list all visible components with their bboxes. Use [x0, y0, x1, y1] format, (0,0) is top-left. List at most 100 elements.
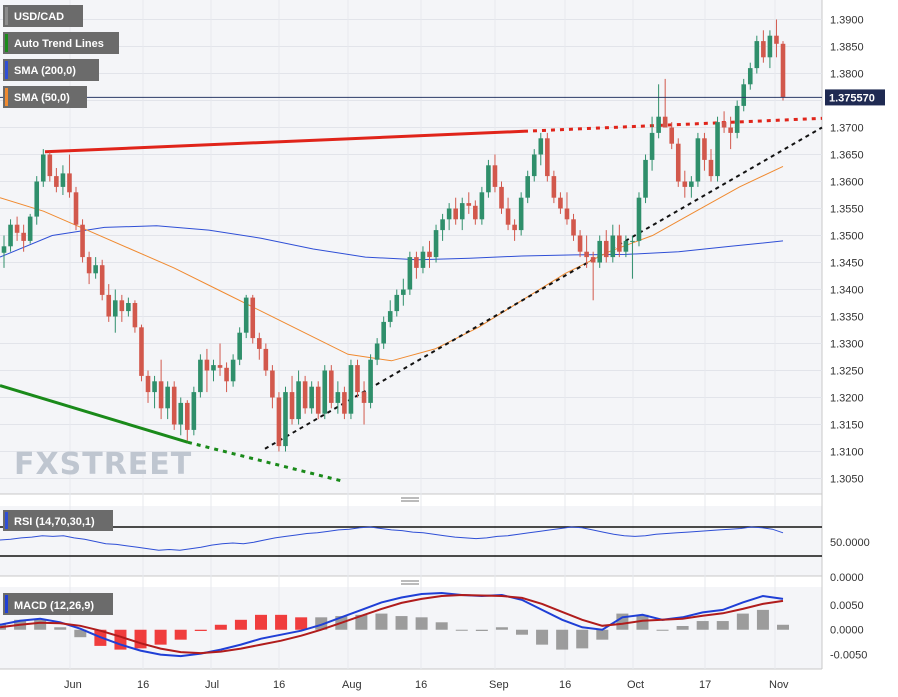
- macd-histogram-bar: [716, 621, 729, 630]
- candle: [342, 386, 347, 420]
- price-tick-label: 1.3900: [830, 15, 864, 27]
- candle-body: [361, 392, 367, 403]
- candle: [656, 84, 661, 139]
- macd-histogram-bar: [34, 619, 47, 630]
- price-tick-label: 1.3200: [830, 393, 864, 405]
- macd-histogram-bar: [194, 629, 207, 631]
- candle: [440, 213, 445, 241]
- legend-tag[interactable]: SMA (200,0): [3, 59, 99, 81]
- macd-legend-tag[interactable]: MACD (12,26,9): [3, 593, 113, 615]
- candle-body: [47, 154, 53, 177]
- candle: [1, 235, 7, 268]
- macd-histogram-bar: [234, 619, 247, 630]
- candle-body: [283, 392, 288, 447]
- candle-body: [171, 386, 177, 425]
- candle-body: [780, 43, 786, 98]
- macd-histogram-bar: [214, 624, 227, 630]
- candle-body: [558, 197, 563, 209]
- candle: [112, 289, 118, 333]
- candle: [40, 149, 46, 187]
- candle: [8, 219, 13, 252]
- rsi-tick-label: 50.0000: [830, 537, 870, 549]
- candle: [525, 170, 530, 204]
- candle: [433, 224, 439, 263]
- candle: [427, 240, 432, 268]
- candle: [289, 375, 295, 425]
- candle-body: [623, 240, 629, 252]
- candle-body: [597, 240, 603, 263]
- candle-body: [682, 181, 688, 187]
- candle-body: [1, 246, 7, 253]
- candle: [322, 365, 328, 420]
- candle: [302, 375, 308, 414]
- candle-body: [466, 203, 472, 206]
- candle-body: [675, 143, 681, 182]
- candle-body: [257, 338, 262, 349]
- candle-body: [649, 132, 655, 160]
- candle: [761, 30, 766, 63]
- candle: [643, 154, 648, 204]
- candle-body: [577, 235, 583, 252]
- candle-body: [34, 181, 40, 217]
- candle-body: [453, 208, 458, 220]
- candle-body: [86, 257, 92, 274]
- candle-body: [381, 321, 386, 344]
- macd-histogram-bar: [676, 626, 689, 630]
- pane-resize-handle-1[interactable]: [401, 497, 419, 502]
- candle: [184, 400, 190, 441]
- legend-tag[interactable]: Auto Trend Lines: [3, 32, 119, 54]
- price-tick-label: 1.3600: [830, 177, 864, 189]
- candle: [283, 386, 288, 452]
- candle: [86, 251, 92, 285]
- candle-body: [211, 365, 216, 371]
- candle: [512, 219, 517, 241]
- candle-body: [217, 365, 223, 368]
- candle-body: [342, 392, 347, 414]
- candle: [754, 35, 760, 74]
- candle: [741, 78, 747, 112]
- candle: [296, 370, 301, 425]
- candle: [250, 294, 256, 344]
- candle: [558, 192, 563, 214]
- pane-resize-handle-2[interactable]: [401, 580, 419, 585]
- candle: [178, 397, 184, 436]
- price-tick-label: 1.3050: [830, 474, 864, 486]
- fxstreet-watermark: FXSTREET: [14, 447, 192, 482]
- macd-histogram-bar: [596, 629, 609, 640]
- candle-body: [348, 365, 354, 414]
- macd-layer: MACD (12,26,9): [0, 591, 789, 658]
- candle: [662, 78, 668, 128]
- candle: [60, 165, 66, 195]
- candle-body: [152, 381, 157, 393]
- candle: [329, 365, 334, 409]
- candle-body: [584, 251, 589, 258]
- candle: [374, 338, 380, 366]
- price-tick-label: 1.3550: [830, 204, 864, 216]
- candle-body: [499, 186, 504, 209]
- candle: [34, 176, 40, 225]
- time-tick-label: Oct: [627, 679, 644, 691]
- time-tick-label: Jul: [205, 679, 219, 691]
- candle: [80, 219, 85, 263]
- macd-tick-label: 0.0050: [830, 600, 864, 612]
- candle: [158, 359, 164, 420]
- macd-histogram-bar: [696, 621, 709, 630]
- macd-histogram-bar: [656, 629, 669, 631]
- candle: [414, 251, 419, 279]
- candle-body: [518, 197, 524, 231]
- candle: [571, 213, 576, 241]
- candle-body: [603, 240, 609, 258]
- candle: [584, 235, 589, 268]
- macd-tick-label: 0.0000: [830, 625, 864, 637]
- candle: [73, 186, 79, 231]
- legend-tag[interactable]: USD/CAD: [3, 5, 83, 27]
- candle: [486, 159, 491, 198]
- candle: [263, 343, 269, 376]
- candle: [67, 154, 72, 198]
- legend-tag[interactable]: SMA (50,0): [3, 86, 87, 108]
- macd-histogram-bar: [395, 616, 408, 630]
- candle-body: [309, 386, 314, 409]
- rsi-legend-tag[interactable]: RSI (14,70,30,1): [3, 510, 113, 531]
- candle-body: [80, 224, 85, 258]
- candle-body: [486, 165, 491, 193]
